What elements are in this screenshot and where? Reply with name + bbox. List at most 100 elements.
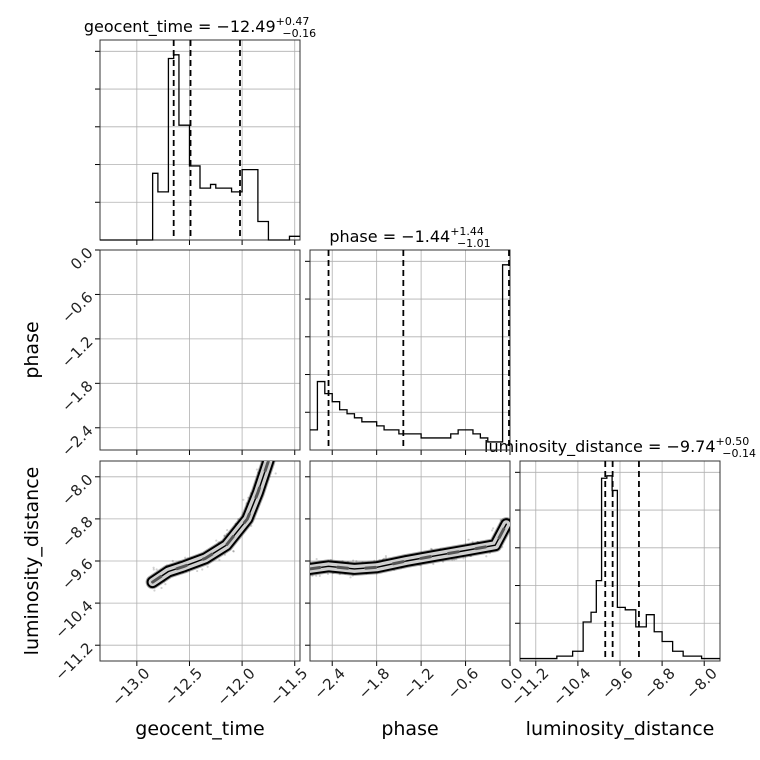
sample-point — [183, 394, 185, 396]
sample-point — [191, 404, 193, 406]
sample-point — [257, 261, 259, 263]
sample-point — [194, 354, 196, 356]
sample-point — [172, 431, 174, 433]
sample-point — [155, 568, 158, 571]
x-tick-label: −2.4 — [310, 664, 348, 702]
sample-point — [177, 415, 179, 417]
hist-steps — [100, 54, 300, 241]
sample-point — [216, 317, 218, 319]
sample-point — [199, 342, 201, 344]
sample-point — [186, 370, 188, 372]
sample-point — [167, 434, 169, 436]
sample-point — [213, 312, 215, 314]
sample-point — [231, 278, 233, 280]
sample-point — [191, 368, 193, 370]
sample-point — [163, 421, 165, 423]
sample-point — [193, 391, 195, 393]
sample-point — [206, 323, 208, 325]
sample-point — [214, 308, 216, 310]
sample-point — [170, 429, 172, 431]
sample-point — [169, 433, 171, 435]
sample-point — [226, 288, 228, 290]
sample-point — [210, 321, 212, 323]
sample-point — [238, 269, 240, 271]
sample-point — [209, 316, 211, 318]
sample-point — [152, 568, 155, 571]
x-tick-label: −1.8 — [355, 664, 393, 702]
sample-point — [220, 297, 222, 299]
sample-point — [179, 410, 181, 412]
sample-point — [206, 330, 208, 332]
sample-point — [168, 432, 170, 434]
sample-point — [228, 282, 230, 284]
sample-point — [173, 423, 175, 425]
sample-point — [183, 398, 185, 400]
sample-point — [198, 350, 200, 352]
sample-point — [248, 259, 250, 261]
x-tick-label: −11.5 — [266, 664, 311, 709]
sample-point — [190, 377, 192, 379]
sample-point — [186, 358, 188, 360]
hist-frame — [309, 249, 511, 451]
sample-point — [247, 260, 249, 262]
sample-point — [210, 320, 212, 322]
title-luminosity-distance: luminosity_distance = −9.74+0.50 −0.14 — [484, 435, 756, 460]
sample-point — [236, 270, 238, 272]
sample-point — [177, 401, 179, 403]
sample-point — [195, 361, 197, 363]
sample-point — [204, 334, 206, 336]
sample-point — [178, 409, 180, 411]
sample-point — [247, 496, 250, 499]
sample-point — [175, 418, 177, 420]
sample-point — [223, 553, 227, 556]
sample-point — [202, 332, 204, 334]
panel-frame — [99, 460, 301, 662]
sample-point — [230, 285, 232, 287]
sample-point — [171, 559, 174, 563]
sample-point — [213, 312, 215, 314]
sample-point — [184, 402, 186, 404]
sample-point — [182, 405, 184, 407]
sample-point — [176, 424, 178, 426]
sample-point — [186, 380, 188, 382]
sample-point — [207, 323, 209, 325]
sample-point — [194, 364, 196, 366]
sample-point — [191, 373, 193, 375]
sample-point — [171, 433, 173, 435]
sample-point — [187, 389, 189, 391]
sample-point — [178, 408, 180, 410]
sample-point — [168, 415, 170, 417]
ylabel-luminosity-distance: luminosity_distance — [21, 467, 43, 656]
sample-point — [221, 296, 223, 298]
sample-point — [182, 408, 184, 410]
sample-point — [168, 432, 170, 434]
x-tick-label: −8.8 — [640, 664, 678, 702]
sample-point — [202, 324, 204, 326]
sample-point — [186, 391, 188, 393]
sample-point — [226, 284, 228, 286]
sample-point — [196, 569, 199, 573]
sample-point — [195, 356, 197, 358]
sample-point — [467, 538, 470, 541]
contour-outer — [168, 254, 252, 436]
sample-point — [492, 527, 495, 530]
sample-point — [202, 317, 204, 319]
sample-point — [193, 367, 195, 369]
sample-point — [242, 269, 244, 271]
sample-point — [247, 256, 249, 258]
sample-point — [184, 396, 186, 398]
sample-point — [193, 358, 195, 360]
sample-point — [172, 421, 174, 423]
sample-point — [209, 314, 211, 316]
sample-point — [176, 422, 178, 424]
sample-point — [195, 380, 197, 382]
sample-point — [246, 262, 248, 264]
sample-point — [175, 419, 177, 421]
sample-point — [203, 340, 205, 342]
sample-point — [177, 413, 179, 415]
sample-point — [205, 332, 207, 334]
sample-point — [251, 254, 253, 256]
sample-point — [194, 359, 196, 361]
sample-point — [208, 319, 210, 321]
